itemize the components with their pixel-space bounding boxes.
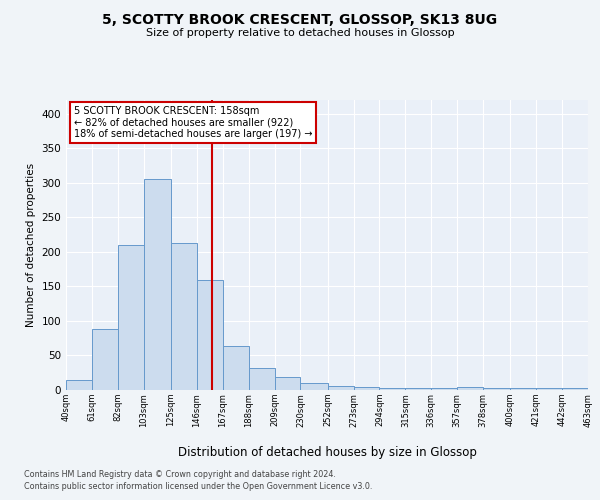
Bar xyxy=(66,380,92,390)
Bar xyxy=(431,388,457,390)
Text: 5, SCOTTY BROOK CRESCENT, GLOSSOP, SK13 8UG: 5, SCOTTY BROOK CRESCENT, GLOSSOP, SK13 … xyxy=(103,12,497,26)
Bar xyxy=(510,388,536,390)
Y-axis label: Number of detached properties: Number of detached properties xyxy=(26,163,36,327)
Bar xyxy=(248,368,275,390)
Bar xyxy=(328,386,353,390)
Bar xyxy=(562,388,588,390)
Bar xyxy=(406,388,431,390)
Bar xyxy=(92,328,118,390)
Bar xyxy=(171,243,197,390)
Text: 5 SCOTTY BROOK CRESCENT: 158sqm
← 82% of detached houses are smaller (922)
18% o: 5 SCOTTY BROOK CRESCENT: 158sqm ← 82% of… xyxy=(74,106,313,139)
Text: Distribution of detached houses by size in Glossop: Distribution of detached houses by size … xyxy=(178,446,476,459)
Bar xyxy=(223,346,248,390)
Bar xyxy=(144,180,171,390)
Bar xyxy=(275,377,301,390)
Bar xyxy=(457,387,483,390)
Bar xyxy=(483,388,510,390)
Text: Contains HM Land Registry data © Crown copyright and database right 2024.: Contains HM Land Registry data © Crown c… xyxy=(24,470,336,479)
Bar xyxy=(197,280,223,390)
Bar xyxy=(118,245,144,390)
Bar xyxy=(353,386,379,390)
Bar xyxy=(301,383,328,390)
Text: Size of property relative to detached houses in Glossop: Size of property relative to detached ho… xyxy=(146,28,454,38)
Bar xyxy=(379,388,406,390)
Text: Contains public sector information licensed under the Open Government Licence v3: Contains public sector information licen… xyxy=(24,482,373,491)
Bar xyxy=(536,388,562,390)
